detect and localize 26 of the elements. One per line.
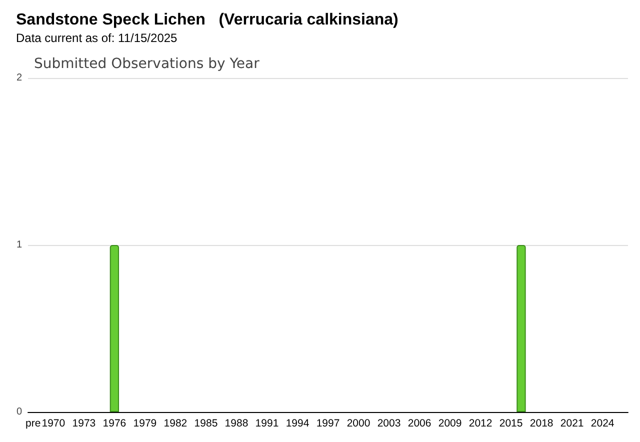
y-tick-label: 1 — [16, 240, 22, 250]
y-tick-label: 0 — [16, 406, 22, 418]
x-tick-label: 1973 — [72, 418, 96, 430]
x-tick-label: 2015 — [499, 418, 523, 430]
chart-subtitle: Data current as of: 11/15/2025 — [16, 31, 178, 45]
x-tick-label: 2024 — [590, 418, 614, 430]
x-tick-label: pre — [25, 418, 41, 430]
y-tick-label: 2 — [16, 72, 22, 84]
x-tick-label: 1982 — [164, 418, 188, 430]
x-tick-label: 1979 — [133, 418, 157, 430]
x-tick-label: 1976 — [102, 418, 126, 430]
x-tick-label: 1997 — [316, 418, 340, 430]
x-tick-label: 2006 — [408, 418, 432, 430]
x-tick-label: 1994 — [286, 418, 310, 430]
text: Submitted Observations by Year — [34, 56, 260, 72]
x-tick-label: 1988 — [224, 418, 248, 430]
x-tick-label: 2009 — [438, 418, 462, 430]
chart-title: Sandstone Speck Lichen (Verrucaria calkinsiana) — [16, 12, 398, 28]
x-tick-label: 2018 — [530, 418, 554, 430]
x-tick-label: 2000 — [346, 418, 370, 430]
x-tick-label: 1970 — [42, 418, 66, 430]
x-tick-label: 2021 — [560, 418, 584, 430]
x-tick-label: 2003 — [377, 418, 401, 430]
x-tick-label: 2012 — [468, 418, 492, 430]
x-tick-label: 1985 — [194, 418, 218, 430]
x-tick-label: 1991 — [255, 418, 279, 430]
